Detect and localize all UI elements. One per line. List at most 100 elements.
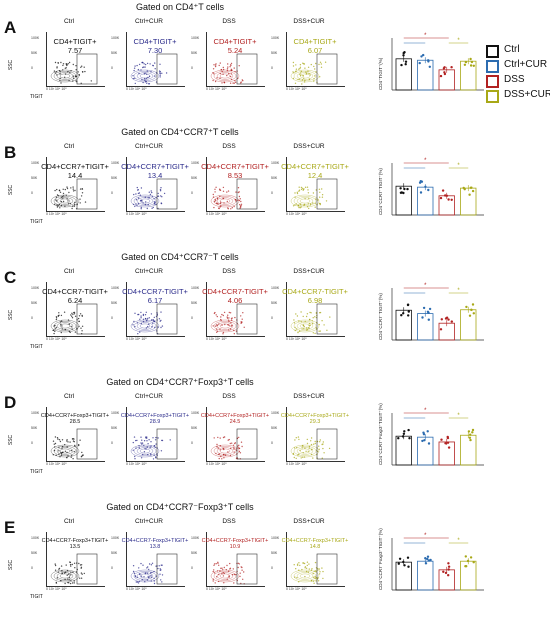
event-dot [312, 572, 314, 575]
sig-star: * [424, 283, 427, 289]
event-dot [79, 198, 81, 200]
event-dot [138, 447, 140, 449]
event-dot [299, 203, 301, 205]
event-dot [229, 82, 232, 84]
event-dot [73, 441, 75, 443]
gate-value: 8.53 [227, 170, 243, 180]
replicate-point [464, 60, 468, 64]
event-dot [81, 455, 83, 457]
event-dot [320, 66, 323, 68]
event-dot [220, 201, 222, 203]
flow-plot [46, 157, 105, 212]
event-dot [310, 440, 312, 442]
event-dot [64, 582, 66, 585]
y-tick-labels: 100K 50K 0 [111, 411, 120, 445]
event-dot [222, 73, 224, 75]
event-dot [213, 563, 216, 565]
event-dot [65, 63, 67, 65]
event-dot [53, 449, 56, 452]
event-dot [234, 442, 236, 445]
event-dot [299, 449, 301, 452]
contour [133, 446, 157, 456]
event-dot [159, 76, 161, 78]
flow-density [210, 53, 258, 85]
event-dot [143, 576, 145, 578]
event-dot [153, 580, 155, 582]
event-dot [214, 582, 216, 584]
event-dot [222, 331, 225, 334]
event-dot [140, 457, 143, 459]
replicate-point [469, 556, 473, 559]
event-dot [238, 450, 241, 453]
event-dot [310, 449, 313, 451]
event-dot [80, 82, 82, 84]
event-dot [232, 82, 234, 84]
replicate-point [443, 66, 446, 69]
gate-percentage: CD4+CCR7-Foxp3+TIGIT+ 10.9 [190, 538, 280, 551]
group-label: DSS [222, 393, 236, 400]
flow-plot [126, 157, 185, 212]
event-dot [136, 186, 138, 189]
event-dot [220, 69, 222, 71]
event-dot [304, 447, 306, 449]
event-dot [64, 188, 66, 191]
x-tick-labels: 0 10³ 10⁴ 10⁵ [206, 337, 227, 341]
event-dot [303, 81, 306, 83]
event-dot [314, 561, 317, 564]
replicate-point [400, 314, 403, 317]
event-dot [54, 569, 57, 571]
event-dot [142, 81, 144, 84]
event-dot [159, 573, 161, 575]
event-dot [78, 325, 80, 328]
contour [216, 197, 234, 205]
event-dot [312, 576, 315, 578]
replicate-point [447, 568, 450, 571]
legend-label: DSS [504, 74, 525, 85]
y-tick-labels: 100K 50K 0 [271, 161, 280, 195]
event-dot [235, 200, 237, 202]
replicate-point [471, 428, 475, 432]
y-tick-labels: 100K 50K 0 [31, 411, 40, 445]
event-dot [212, 580, 214, 582]
event-dot [61, 572, 63, 574]
event-dot [71, 312, 73, 314]
gate-percentage: CD4+CCR7-Foxp3+TIGIT+ 14.8 [270, 538, 360, 551]
x-tick-labels: 0 10³ 10⁴ 10⁵ [286, 87, 307, 91]
event-dot [154, 62, 156, 64]
event-dot [240, 200, 242, 203]
replicate-point [447, 565, 451, 568]
gate-name: CD4+CCR7-Foxp3+TIGIT+ [281, 538, 349, 544]
event-dot [219, 189, 221, 191]
replicate-point [463, 63, 467, 66]
event-dot [144, 196, 146, 198]
event-dot [306, 564, 308, 567]
replicate-point [398, 557, 402, 560]
event-dot [227, 451, 229, 453]
event-dot [136, 439, 138, 442]
event-dot [228, 311, 230, 314]
event-dot [137, 582, 140, 584]
event-dot [160, 450, 163, 452]
event-dot [222, 314, 224, 317]
event-dot [212, 196, 215, 198]
event-dot [70, 579, 72, 582]
event-dot [83, 572, 85, 575]
event-dot [64, 328, 66, 331]
event-dot [312, 202, 314, 204]
event-dot [81, 573, 83, 575]
gate-value: 6.24 [67, 295, 83, 305]
replicate-point [439, 328, 443, 331]
replicate-point [469, 64, 473, 67]
event-dot [62, 192, 65, 195]
event-dot [235, 573, 237, 576]
group-label: DSS [222, 518, 236, 525]
event-dot [161, 439, 164, 442]
gate-name: CD4+CCR7+Foxp3+TIGIT+ [120, 413, 190, 419]
event-dot [217, 580, 220, 583]
event-dot [62, 64, 64, 67]
replicate-point [399, 187, 402, 190]
gate-value: 6.17 [147, 295, 163, 305]
replicate-point [465, 305, 468, 309]
event-dot [74, 75, 77, 77]
event-dot [69, 563, 72, 566]
